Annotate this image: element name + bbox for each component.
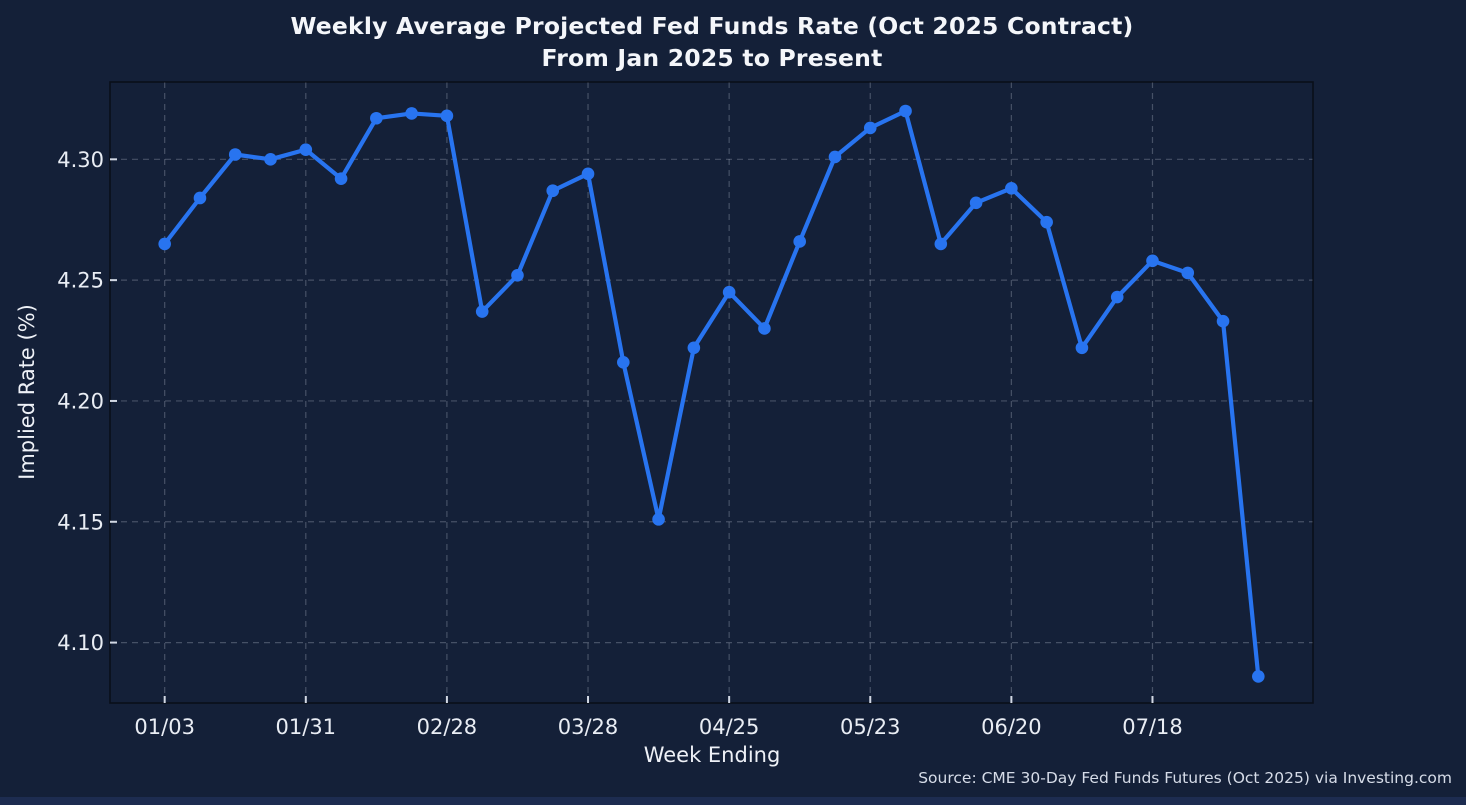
data-point-marker [758, 322, 771, 335]
x-tick-label: 06/20 [981, 715, 1042, 739]
data-point-marker [1040, 215, 1053, 229]
data-point-marker [299, 143, 313, 156]
data-point-marker [546, 184, 560, 198]
data-point-marker [863, 121, 877, 135]
footer-bar [0, 797, 1466, 805]
data-point-marker [687, 341, 701, 355]
data-point-marker [617, 355, 630, 369]
data-point-marker [264, 153, 277, 166]
source-note: Source: CME 30-Day Fed Funds Futures (Oc… [918, 769, 1452, 787]
y-tick-label: 4.25 [57, 269, 104, 293]
data-point-marker [899, 104, 912, 118]
y-tick-label: 4.15 [57, 510, 104, 534]
data-point-marker [1146, 254, 1159, 268]
x-tick-label: 05/23 [840, 715, 901, 739]
data-point-marker [475, 305, 489, 318]
data-point-marker [1005, 182, 1018, 195]
data-point-marker [828, 150, 842, 164]
data-line [162, 108, 1261, 679]
data-point-marker [158, 237, 171, 251]
data-point-marker [1216, 314, 1230, 328]
x-tick-label: 07/18 [1122, 715, 1183, 739]
y-tick-label: 4.10 [57, 631, 104, 655]
data-point-marker [581, 167, 595, 181]
x-tick-label: 01/31 [276, 715, 337, 739]
data-point-marker [193, 191, 207, 205]
data-point-marker [334, 172, 348, 185]
data-point-marker [1110, 290, 1124, 304]
data-point-marker [969, 196, 983, 210]
chart-title: Weekly Average Projected Fed Funds Rate … [290, 12, 1134, 72]
data-point-marker [793, 235, 806, 248]
x-tick-label: 01/03 [134, 715, 195, 739]
axes-spines [109, 81, 1314, 704]
data-point-marker [405, 107, 418, 120]
data-point-marker [934, 237, 948, 251]
data-point-marker [440, 109, 454, 123]
x-tick-label: 02/28 [417, 715, 478, 739]
y-tick-label: 4.20 [57, 389, 104, 413]
x-tick-label: 04/25 [699, 715, 760, 739]
data-point-marker [652, 513, 665, 526]
data-point-marker [1075, 341, 1089, 355]
y-tick-label: 4.30 [57, 148, 104, 172]
x-axis-label: Week Ending [643, 743, 781, 767]
data-point-marker [370, 111, 383, 125]
data-point-marker [722, 285, 736, 299]
data-point-marker [511, 269, 524, 282]
data-point-marker [1252, 670, 1265, 683]
x-tick-label: 03/28 [558, 715, 619, 739]
data-point-marker [1181, 266, 1195, 280]
data-point-marker [228, 148, 242, 161]
